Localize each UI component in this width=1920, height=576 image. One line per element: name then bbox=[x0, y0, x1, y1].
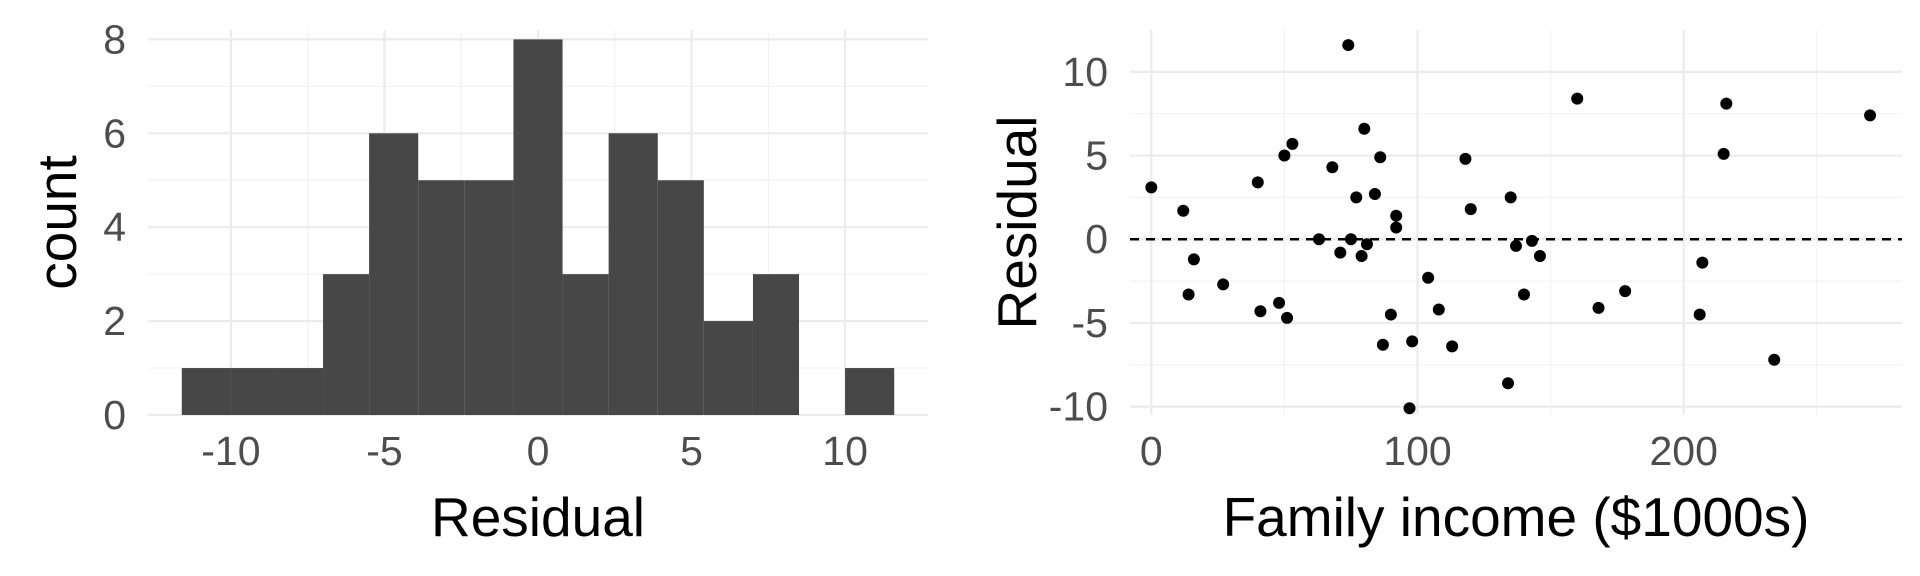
scatter-point bbox=[1693, 308, 1706, 321]
histogram-bar bbox=[752, 274, 800, 415]
x-tick-label: -10 bbox=[201, 428, 260, 474]
histogram-bar bbox=[464, 180, 514, 415]
scatter-point bbox=[1696, 256, 1709, 269]
y-tick-label: 2 bbox=[103, 298, 126, 344]
histogram-bar bbox=[513, 39, 563, 415]
scatter-point bbox=[1517, 288, 1530, 301]
scatter-point bbox=[1145, 181, 1158, 194]
x-tick-label: 200 bbox=[1649, 428, 1717, 474]
y-axis-title: Residual bbox=[986, 115, 1048, 329]
scatter-point bbox=[1446, 340, 1459, 353]
scatter-point bbox=[1177, 204, 1190, 217]
histogram-bar bbox=[230, 368, 277, 415]
scatter-point bbox=[1571, 92, 1584, 105]
y-tick-label: 8 bbox=[103, 16, 126, 62]
scatter-point bbox=[1286, 137, 1299, 150]
x-tick-label: 100 bbox=[1383, 428, 1451, 474]
histogram-bar bbox=[276, 368, 324, 415]
scatter-point bbox=[1720, 97, 1733, 110]
scatter-point bbox=[1717, 147, 1730, 160]
scatter-point bbox=[1422, 271, 1435, 284]
scatter-point bbox=[1864, 109, 1877, 122]
scatter-point bbox=[1358, 122, 1371, 135]
scatter-point bbox=[1768, 353, 1781, 366]
x-tick-label: -5 bbox=[366, 428, 402, 474]
scatter-point bbox=[1273, 296, 1286, 309]
scatter-point bbox=[1376, 338, 1389, 351]
scatter-point bbox=[1313, 233, 1326, 246]
histogram-bar bbox=[369, 133, 419, 416]
x-tick-label: 0 bbox=[1140, 428, 1163, 474]
scatter-point bbox=[1254, 305, 1267, 318]
x-tick-label: 10 bbox=[822, 428, 868, 474]
y-tick-label: 0 bbox=[1085, 216, 1108, 262]
scatter-point bbox=[1342, 39, 1355, 52]
scatter-point bbox=[1326, 161, 1339, 174]
scatter-point bbox=[1187, 253, 1200, 266]
histogram-bar bbox=[657, 180, 704, 415]
scatter-point bbox=[1350, 191, 1363, 204]
y-tick-label: -5 bbox=[1072, 300, 1108, 346]
y-tick-label: -10 bbox=[1049, 384, 1108, 430]
scatter-point bbox=[1592, 301, 1605, 314]
scatter-point bbox=[1334, 246, 1347, 259]
scatter-point bbox=[1251, 176, 1264, 189]
y-tick-label: 4 bbox=[103, 204, 126, 250]
scatter-point bbox=[1464, 203, 1477, 216]
scatter-point bbox=[1344, 233, 1357, 246]
scatter-point bbox=[1432, 303, 1445, 316]
scatter-point bbox=[1533, 249, 1546, 262]
scatter-point bbox=[1390, 209, 1403, 222]
scatter-point bbox=[1368, 188, 1381, 201]
histogram-bar bbox=[181, 368, 231, 415]
histogram-bar bbox=[562, 274, 609, 415]
histogram-bar bbox=[703, 321, 753, 415]
scatter-point bbox=[1403, 402, 1416, 415]
scatter-point bbox=[1355, 249, 1368, 262]
scatter-point bbox=[1278, 149, 1291, 162]
x-axis-title: Residual bbox=[431, 486, 645, 548]
y-tick-label: 5 bbox=[1085, 133, 1108, 179]
scatter-point bbox=[1510, 239, 1522, 252]
scatter-point bbox=[1390, 221, 1403, 234]
scatter-point bbox=[1217, 278, 1230, 291]
scatter-point bbox=[1406, 335, 1419, 348]
y-axis-title: count bbox=[26, 155, 88, 290]
residual-scatter-chart: 0 100 200 -10 -5 0 5 10 Family income ($1000s) Re… bbox=[986, 30, 1902, 548]
x-axis-title: Family income ($1000s) bbox=[1223, 486, 1810, 548]
x-tick-label: 0 bbox=[527, 428, 550, 474]
y-tick-label: 0 bbox=[103, 392, 126, 438]
x-tick-label: 5 bbox=[680, 428, 703, 474]
scatter-point bbox=[1502, 377, 1515, 390]
scatter-point bbox=[1360, 238, 1373, 251]
scatter-point bbox=[1384, 308, 1397, 321]
scatter-point bbox=[1504, 191, 1517, 204]
scatter-point bbox=[1525, 234, 1538, 247]
y-tick-label: 6 bbox=[103, 110, 126, 156]
scatter-point bbox=[1182, 288, 1195, 301]
histogram-bar bbox=[845, 368, 895, 415]
y-tick-label: 10 bbox=[1062, 49, 1108, 95]
scatter-point bbox=[1459, 152, 1472, 165]
scatter-point bbox=[1281, 311, 1294, 324]
scatter-point bbox=[1374, 151, 1387, 164]
histogram-chart: -10 -5 0 5 10 0 2 4 6 8 Residual count bbox=[26, 16, 928, 548]
scatter-point bbox=[1619, 285, 1632, 298]
histogram-bar bbox=[323, 274, 370, 415]
histogram-bar bbox=[418, 180, 465, 415]
histogram-bar bbox=[608, 133, 658, 416]
